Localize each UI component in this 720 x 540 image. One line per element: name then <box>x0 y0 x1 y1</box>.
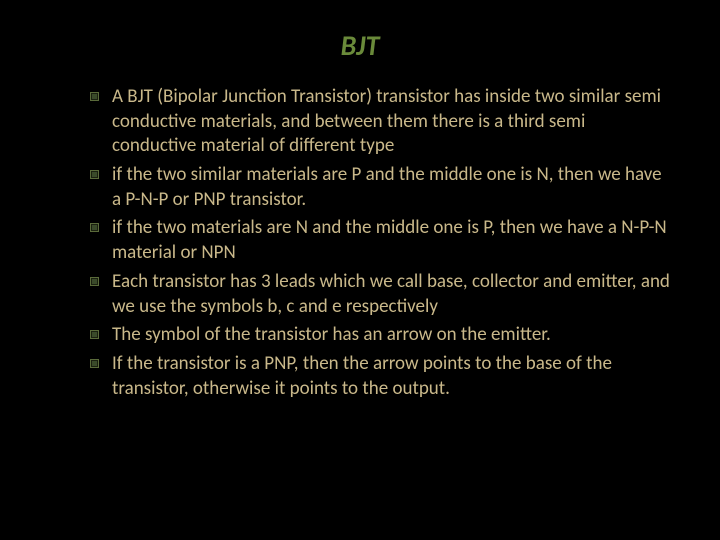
bullet-text: The symbol of the transistor has an arro… <box>112 323 551 346</box>
list-item: A BJT (Bipolar Junction Transistor) tran… <box>90 85 670 159</box>
bullet-text: if the two materials are N and the middl… <box>112 216 667 264</box>
list-item: if the two similar materials are P and t… <box>90 163 670 212</box>
bullet-icon <box>90 277 99 286</box>
bullet-icon <box>90 330 99 339</box>
bullet-icon <box>90 170 99 179</box>
slide: BJT A BJT (Bipolar Junction Transistor) … <box>0 0 720 540</box>
slide-title: BJT <box>50 28 670 63</box>
bullet-text: If the transistor is a PNP, then the arr… <box>112 352 612 400</box>
list-item: If the transistor is a PNP, then the arr… <box>90 352 670 401</box>
bullet-text: Each transistor has 3 leads which we cal… <box>112 270 670 318</box>
bullet-icon <box>90 223 99 232</box>
list-item: Each transistor has 3 leads which we cal… <box>90 270 670 319</box>
bullet-icon <box>90 92 99 101</box>
bullet-text: if the two similar materials are P and t… <box>112 163 662 211</box>
bullet-list: A BJT (Bipolar Junction Transistor) tran… <box>50 85 670 401</box>
list-item: if the two materials are N and the middl… <box>90 216 670 265</box>
bullet-text: A BJT (Bipolar Junction Transistor) tran… <box>112 85 661 157</box>
bullet-icon <box>90 359 99 368</box>
list-item: The symbol of the transistor has an arro… <box>90 323 670 348</box>
